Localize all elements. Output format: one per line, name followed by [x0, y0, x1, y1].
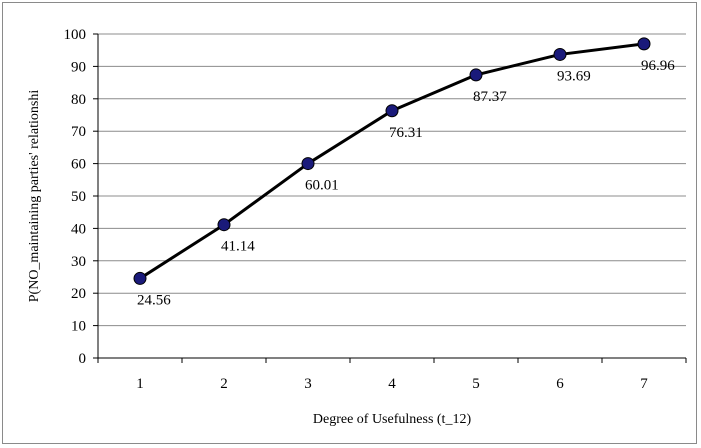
x-tick-label: 7 — [640, 376, 648, 392]
y-tick-label: 60 — [71, 157, 86, 173]
y-tick-labels: 0 10 20 30 40 50 60 70 80 90 100 — [64, 27, 87, 367]
y-tick-label: 70 — [71, 124, 86, 140]
data-label: 24.56 — [137, 292, 171, 308]
data-label: 87.37 — [473, 89, 507, 105]
x-axis-title: Degree of Usefulness (t_12) — [313, 412, 472, 427]
x-tick-label: 3 — [304, 376, 312, 392]
data-point — [637, 37, 651, 51]
data-points — [133, 37, 651, 285]
y-tick-label: 10 — [71, 319, 86, 335]
x-tick-label: 2 — [220, 376, 228, 392]
data-labels: 24.56 41.14 60.01 76.31 87.37 93.69 96.96 — [137, 58, 675, 309]
data-point — [217, 218, 231, 232]
axes — [93, 33, 687, 363]
data-point — [553, 47, 567, 61]
y-tick-label: 40 — [71, 221, 86, 237]
y-tick-label: 90 — [71, 59, 86, 75]
y-tick-label: 50 — [71, 189, 86, 205]
chart-frame — [2, 2, 697, 444]
y-tick-label: 0 — [79, 351, 87, 367]
data-label: 60.01 — [305, 178, 339, 194]
data-label: 93.69 — [557, 68, 591, 84]
data-label: 41.14 — [221, 239, 255, 255]
x-tick-label: 4 — [388, 376, 396, 392]
data-point — [133, 271, 147, 285]
y-tick-label: 80 — [71, 92, 86, 108]
x-tick-labels: 1 2 3 4 5 6 7 — [136, 376, 648, 392]
x-tick-label: 5 — [472, 376, 480, 392]
y-tick-label: 100 — [64, 27, 87, 43]
y-tick-label: 20 — [71, 286, 86, 302]
data-point — [469, 68, 483, 82]
x-tick-label: 1 — [136, 376, 144, 392]
data-label: 96.96 — [641, 58, 675, 74]
y-axis-title: P(NO_maintaining parties' relationshi — [27, 90, 42, 303]
data-point — [385, 104, 399, 118]
data-label: 76.31 — [389, 125, 423, 141]
gridlines — [98, 33, 686, 327]
data-point — [301, 157, 315, 171]
x-tick-label: 6 — [556, 376, 564, 392]
y-tick-label: 30 — [71, 254, 86, 270]
